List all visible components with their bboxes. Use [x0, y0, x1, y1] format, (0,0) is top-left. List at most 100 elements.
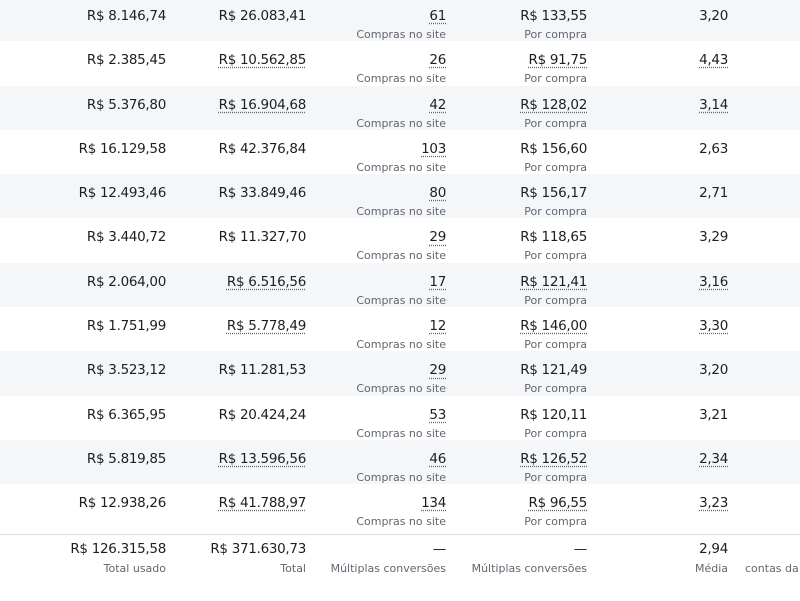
- purchases[interactable]: 46: [429, 450, 446, 467]
- cost-label: Por compra: [524, 515, 587, 529]
- roas: 3,29: [699, 229, 728, 246]
- conversion-value: R$ 13.596,56: [218, 450, 307, 467]
- purchases-label: Compras no site: [356, 470, 446, 484]
- total-purchases-label: Múltiplas conversões: [330, 562, 446, 575]
- total-cost-label: Múltiplas conversões: [471, 562, 587, 575]
- total-spent-label: Total usado: [103, 562, 166, 575]
- cost-label: Por compra: [524, 116, 587, 130]
- conversion-value: R$ 20.424,24: [218, 406, 307, 423]
- conversion-value: R$ 41.788,97: [218, 495, 307, 512]
- cost-per-purchase: R$ 91,75: [528, 52, 587, 69]
- conversion-value: R$ 6.516,56: [226, 273, 306, 290]
- purchases[interactable]: 29: [429, 229, 446, 246]
- table-row[interactable]: R$ 3.523,12 R$ 11.281,53 29 Compras no site…: [0, 351, 800, 396]
- total-value-label: Total: [280, 562, 306, 575]
- table-row[interactable]: R$ 5.376,80 R$ 16.904,68 42 Compras no site…: [0, 85, 800, 130]
- purchases-label: Compras no site: [356, 249, 446, 263]
- table-row[interactable]: R$ 6.365,95 R$ 20.424,24 53 Compras no site…: [0, 396, 800, 440]
- amount-spent: R$ 5.376,80: [86, 96, 166, 113]
- purchases[interactable]: 42: [429, 96, 446, 113]
- cost-per-purchase: R$ 146,00: [520, 318, 587, 335]
- cost-label: Por compra: [524, 382, 587, 396]
- cost-label: Por compra: [524, 205, 587, 219]
- totals-row: R$ 126.315,58 Total usado R$ 371.630,73 To…: [0, 534, 800, 601]
- conversion-value: R$ 26.083,41: [218, 8, 307, 24]
- purchases-label: Compras no site: [356, 515, 446, 529]
- amount-spent: R$ 12.493,46: [78, 185, 167, 202]
- cost-per-purchase: R$ 118,65: [520, 229, 587, 246]
- amount-spent: R$ 2.064,00: [86, 273, 166, 290]
- amount-spent: R$ 1.751,99: [86, 318, 166, 335]
- table-row[interactable]: R$ 3.440,72 R$ 11.327,70 29 Compras no site…: [0, 218, 800, 262]
- table-row[interactable]: R$ 16.129,58 R$ 42.376,84 103 Compras no si…: [0, 130, 800, 174]
- purchases-label: Compras no site: [356, 293, 446, 307]
- table-row[interactable]: R$ 12.493,46 R$ 33.849,46 80 Compras no sit…: [0, 174, 800, 219]
- purchases-label: Compras no site: [356, 338, 446, 352]
- amount-spent: R$ 16.129,58: [78, 140, 167, 157]
- purchases[interactable]: 103: [421, 140, 446, 157]
- conversion-value: R$ 42.376,84: [218, 140, 307, 157]
- purchases-label: Compras no site: [356, 116, 446, 130]
- purchases-label: Compras no site: [356, 160, 446, 174]
- roas: 3,20: [699, 362, 728, 379]
- roas: 3,21: [699, 406, 728, 423]
- amount-spent: R$ 8.146,74: [86, 8, 166, 24]
- table-row[interactable]: R$ 2.385,45 R$ 10.562,85 26 Compras no site…: [0, 41, 800, 85]
- cost-label: Por compra: [524, 470, 587, 484]
- cost-per-purchase: R$ 133,55: [520, 8, 587, 24]
- table-row[interactable]: R$ 12.938,26 R$ 41.788,97 134 Compras no si…: [0, 484, 800, 528]
- conversion-value: R$ 33.849,46: [218, 185, 307, 202]
- total-purchases: —: [432, 541, 447, 557]
- purchases[interactable]: 53: [429, 406, 446, 423]
- amount-spent: R$ 3.523,12: [86, 362, 166, 379]
- cost-label: Por compra: [524, 426, 587, 440]
- roas: 3,20: [699, 8, 728, 24]
- purchases[interactable]: 26: [429, 52, 446, 69]
- cost-per-purchase: R$ 156,60: [520, 140, 587, 157]
- cost-per-purchase: R$ 121,41: [520, 273, 587, 290]
- cost-label: Por compra: [524, 249, 587, 263]
- purchases[interactable]: 29: [429, 362, 446, 379]
- cost-per-purchase: R$ 126,52: [520, 450, 587, 467]
- cost-label: Por compra: [524, 160, 587, 174]
- roas: 2,71: [699, 185, 728, 202]
- amount-spent: R$ 3.440,72: [86, 229, 166, 246]
- table-row[interactable]: R$ 5.819,85 R$ 13.596,56 46 Compras no site…: [0, 439, 800, 485]
- purchases[interactable]: 80: [429, 185, 446, 202]
- conversion-value: R$ 16.904,68: [218, 96, 307, 113]
- cost-label: Por compra: [524, 28, 587, 41]
- total-extra-label: contas da c: [745, 562, 800, 575]
- cost-label: Por compra: [524, 72, 587, 86]
- total-roas-label: Média: [694, 562, 728, 575]
- ads-table-body: R$ 8.146,74 R$ 26.083,41 61 Compras no site…: [0, 0, 800, 529]
- roas: 3,30: [699, 318, 728, 335]
- cost-per-purchase: R$ 156,17: [520, 185, 587, 202]
- amount-spent: R$ 2.385,45: [86, 52, 166, 69]
- table-row[interactable]: R$ 1.751,99 R$ 5.778,49 12 Compras no site R…: [0, 307, 800, 351]
- total-value: R$ 371.630,73: [210, 541, 306, 557]
- roas: 2,63: [699, 140, 728, 157]
- cost-label: Por compra: [524, 293, 587, 307]
- purchases[interactable]: 61: [429, 8, 446, 24]
- table-row[interactable]: R$ 2.064,00 R$ 6.516,56 17 Compras no site R…: [0, 262, 800, 308]
- roas: 2,34: [699, 450, 728, 467]
- conversion-value: R$ 11.281,53: [218, 362, 307, 379]
- total-cost: —: [573, 541, 588, 557]
- conversion-value: R$ 10.562,85: [218, 52, 307, 69]
- cost-per-purchase: R$ 121,49: [520, 362, 587, 379]
- roas: 3,16: [699, 273, 728, 290]
- amount-spent: R$ 5.819,85: [86, 450, 166, 467]
- roas: 4,43: [699, 52, 728, 69]
- purchases[interactable]: 12: [429, 318, 446, 335]
- purchases-label: Compras no site: [356, 426, 446, 440]
- purchases-label: Compras no site: [356, 28, 446, 41]
- purchases-label: Compras no site: [356, 72, 446, 86]
- roas: 3,14: [699, 96, 728, 113]
- conversion-value: R$ 5.778,49: [226, 318, 306, 335]
- cost-per-purchase: R$ 120,11: [520, 406, 587, 423]
- purchases[interactable]: 17: [429, 273, 446, 290]
- table-row[interactable]: R$ 8.146,74 R$ 26.083,41 61 Compras no site…: [0, 0, 800, 42]
- cost-per-purchase: R$ 96,55: [528, 495, 587, 512]
- purchases[interactable]: 134: [421, 495, 446, 512]
- purchases-label: Compras no site: [356, 205, 446, 219]
